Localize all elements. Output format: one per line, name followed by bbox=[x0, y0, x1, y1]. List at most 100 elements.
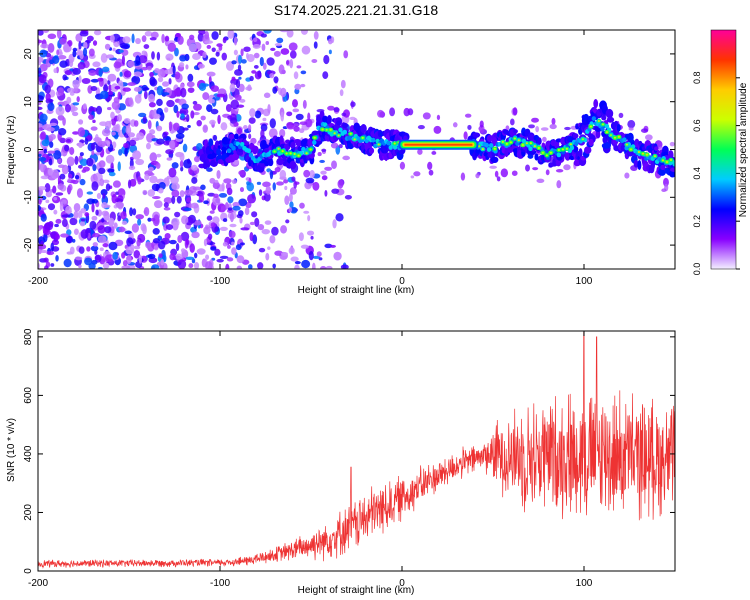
spectrogram-cell bbox=[427, 161, 433, 170]
spectrogram-cell bbox=[261, 43, 266, 52]
spectrogram-cell bbox=[146, 65, 152, 71]
spectrogram-cell bbox=[89, 220, 97, 230]
spectrogram-cell bbox=[151, 51, 155, 60]
spectrogram-cell bbox=[258, 189, 263, 196]
spectrogram-cell bbox=[257, 223, 265, 231]
spectrogram-cell bbox=[81, 77, 91, 84]
spectrogram-cell bbox=[249, 221, 256, 226]
spectrogram-cell bbox=[138, 112, 147, 118]
spectrogram-cell bbox=[124, 147, 128, 157]
spectrogram-cell bbox=[246, 53, 255, 63]
spectrogram-cell bbox=[509, 141, 512, 144]
spectrogram-cell bbox=[222, 37, 227, 44]
spectrogram-cell bbox=[108, 120, 113, 125]
spectrogram-cell bbox=[264, 220, 272, 225]
spectrogram-cell bbox=[92, 233, 100, 238]
spectrogram-cell bbox=[90, 126, 98, 131]
spectrogram-cell bbox=[131, 33, 135, 44]
spectrogram-cell bbox=[202, 51, 207, 59]
spectrogram-cell bbox=[185, 64, 189, 70]
spectrogram-cell bbox=[149, 37, 157, 41]
spectrogram-cell bbox=[221, 146, 227, 154]
spectrogram-cell bbox=[525, 164, 531, 172]
spectrogram-cell bbox=[132, 150, 142, 160]
spectrogram-cell bbox=[146, 142, 151, 150]
spectrogram-cell bbox=[147, 217, 152, 222]
spectrogram-cell bbox=[328, 49, 332, 55]
spectrogram-cell bbox=[107, 79, 111, 85]
spectrogram-cell bbox=[112, 47, 116, 52]
spectrogram-cell bbox=[211, 31, 219, 40]
spectrogram-cell bbox=[97, 77, 104, 82]
spectrogram-cell bbox=[303, 210, 310, 214]
spectrogram-cell bbox=[191, 231, 200, 239]
spectrogram-cell bbox=[263, 30, 272, 34]
spectrogram-cell bbox=[301, 259, 311, 269]
spectrogram-cell bbox=[280, 48, 290, 55]
snr-y-tick-label: 600 bbox=[23, 387, 34, 404]
spectrogram-cell bbox=[545, 154, 548, 157]
spectrogram-cell bbox=[500, 168, 509, 178]
colorbar-tick-label: 0.4 bbox=[692, 167, 702, 180]
spectrogram-cell bbox=[115, 201, 124, 209]
spectrogram-cell bbox=[241, 59, 247, 64]
spectrogram-cell bbox=[307, 215, 311, 222]
spectrogram-cell bbox=[490, 156, 499, 164]
spectrogram-cell bbox=[279, 30, 289, 33]
spectrogram-cell bbox=[186, 197, 192, 203]
spectrogram-cell bbox=[141, 50, 147, 56]
spectrogram-cell bbox=[249, 75, 254, 82]
spectrogram-cell bbox=[350, 101, 356, 108]
spectrogram-cell bbox=[99, 121, 108, 127]
spectrogram-x-tick-label: 0 bbox=[399, 276, 405, 287]
spectrogram-cell bbox=[108, 84, 112, 92]
spectrogram-cell bbox=[88, 48, 95, 57]
spectrogram-cell bbox=[72, 79, 80, 89]
spectrogram-cell bbox=[145, 241, 152, 249]
spectrogram-cell bbox=[537, 137, 542, 145]
spectrogram-cell bbox=[92, 61, 101, 68]
spectrogram-cell bbox=[58, 127, 67, 136]
spectrogram-cell bbox=[207, 233, 213, 241]
spectrogram-cell bbox=[162, 81, 170, 87]
spectrogram-cell bbox=[79, 158, 89, 167]
spectrogram-cell bbox=[606, 116, 615, 123]
spectrogram-cell bbox=[216, 169, 221, 179]
spectrogram-cell bbox=[254, 110, 262, 119]
spectrogram-cell bbox=[248, 124, 252, 132]
spectrogram-cell bbox=[40, 131, 47, 140]
spectrogram-cell bbox=[280, 87, 287, 98]
spectrogram-cell bbox=[280, 225, 288, 234]
spectrogram-cell bbox=[42, 229, 51, 235]
spectrogram-cell bbox=[206, 71, 216, 77]
spectrogram-cell bbox=[273, 76, 279, 84]
spectrogram-cell bbox=[169, 239, 177, 245]
spectrogram-cell bbox=[531, 117, 539, 123]
spectrogram-cell bbox=[316, 251, 322, 257]
spectrogram-cell bbox=[108, 219, 114, 228]
spectrogram-cell bbox=[171, 195, 176, 205]
spectrogram-cell bbox=[388, 152, 393, 159]
spectrogram-cell bbox=[66, 229, 72, 236]
spectrogram-cell bbox=[296, 65, 302, 69]
spectrogram-cell bbox=[222, 241, 228, 247]
spectrogram-cell bbox=[330, 142, 339, 149]
spectrogram-cell bbox=[210, 108, 219, 115]
spectrogram-cell bbox=[56, 30, 62, 39]
spectrogram-cell bbox=[150, 31, 159, 39]
spectrogram-cell bbox=[549, 151, 552, 154]
spectrogram-cell bbox=[597, 120, 601, 123]
spectrogram-cell bbox=[43, 148, 48, 154]
spectrogram-cell bbox=[102, 179, 110, 184]
spectrogram-cell bbox=[229, 212, 234, 223]
spectrogram-cell bbox=[368, 147, 375, 154]
spectrogram-cell bbox=[325, 265, 333, 269]
spectrogram-cell bbox=[143, 44, 150, 49]
spectrogram-cell bbox=[417, 125, 425, 130]
spectrogram-cell bbox=[154, 68, 160, 74]
spectrogram-cell bbox=[218, 44, 223, 51]
spectrogram-cell bbox=[210, 99, 215, 104]
spectrogram-cell bbox=[274, 43, 282, 47]
spectrogram-cell bbox=[108, 171, 116, 177]
